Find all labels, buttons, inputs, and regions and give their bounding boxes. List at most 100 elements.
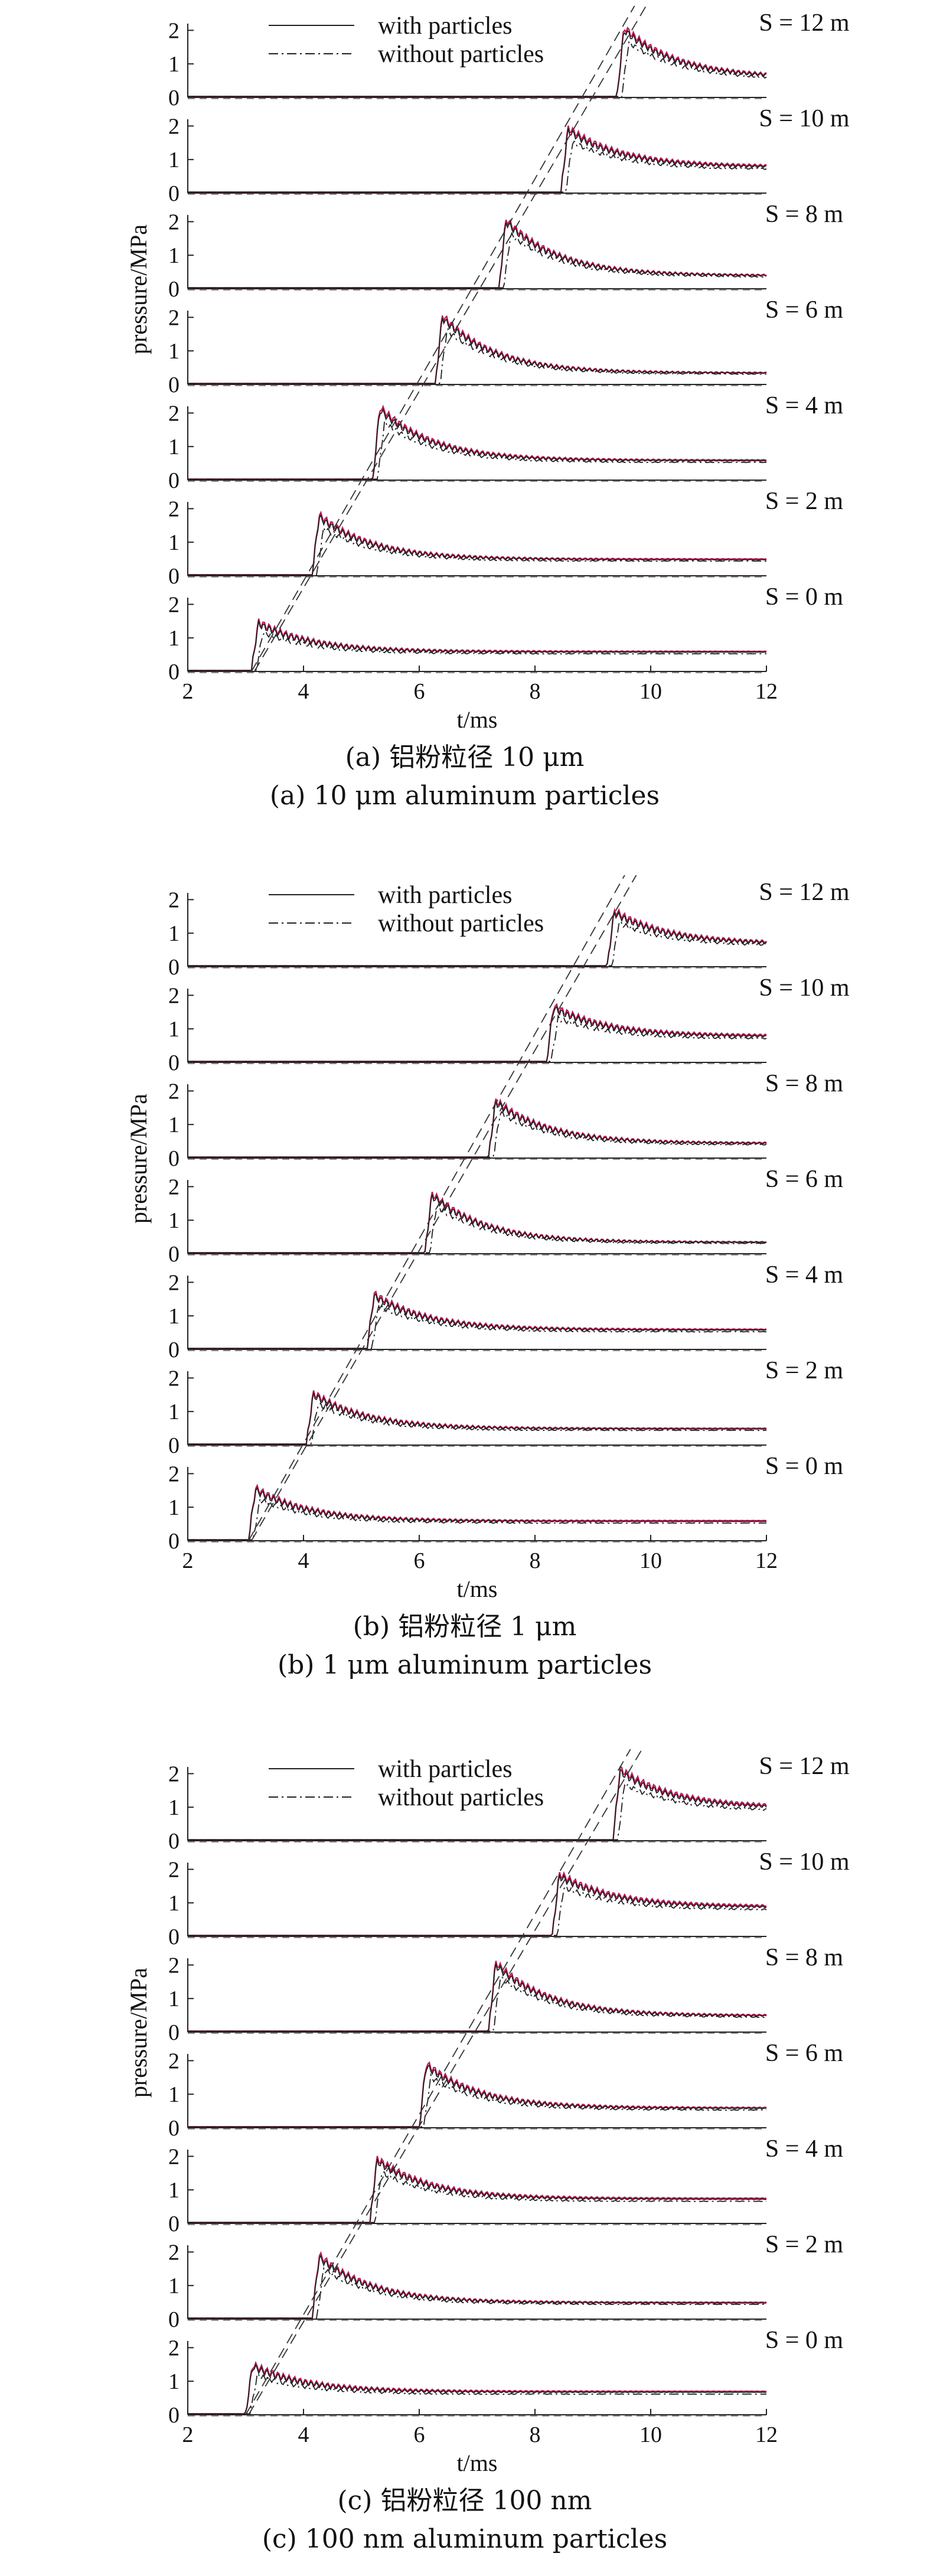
series-with-particles bbox=[188, 1392, 767, 1445]
y-tick-label: 0 bbox=[168, 1433, 180, 1458]
x-axis-label: t/ms bbox=[457, 1576, 498, 1602]
y-axis-label: pressure/MPa bbox=[125, 1968, 152, 2098]
station-label: S = 6 m bbox=[765, 1166, 844, 1193]
y-tick-label: 2 bbox=[168, 114, 180, 139]
y-tick-label: 2 bbox=[168, 1079, 180, 1104]
series-without-particles bbox=[188, 2171, 767, 2223]
station-row: 0 1 2 S = 8 m bbox=[168, 1944, 843, 2045]
legend-label: without particles bbox=[378, 1784, 544, 1811]
station-row: 0 1 2 S = 12 m bbox=[168, 1753, 850, 1854]
y-tick-label: 1 bbox=[168, 1987, 180, 2011]
series-with-particles-red bbox=[188, 510, 767, 578]
y-tick-label: 1 bbox=[168, 52, 180, 77]
station-label: S = 12 m bbox=[759, 1753, 850, 1780]
station-row: 0 1 2 S = 8 m bbox=[168, 1070, 843, 1171]
y-tick-label: 1 bbox=[168, 2178, 180, 2203]
series-without-particles bbox=[188, 920, 767, 967]
series-with-particles bbox=[188, 1101, 767, 1158]
station-row: 0 1 2 S = 6 m bbox=[168, 296, 843, 397]
station-label: S = 4 m bbox=[765, 2135, 844, 2163]
series-with-particles-red bbox=[188, 2156, 767, 2223]
station-row: 0 1 2 S = 4 m bbox=[168, 2135, 843, 2236]
station-label: S = 2 m bbox=[765, 1357, 844, 1384]
x-tick-label: 10 bbox=[639, 1548, 662, 1573]
station-label: S = 6 m bbox=[765, 296, 844, 324]
y-tick-label: 0 bbox=[168, 1925, 180, 1949]
y-tick-label: 0 bbox=[168, 2116, 180, 2141]
chart-panel-2: 012 S = 12 m 0 1 2 S = 10 m 012 S = 8 m 0 1 2 S = 6… bbox=[125, 875, 850, 1680]
x-tick-label: 6 bbox=[414, 679, 425, 704]
series-without-particles bbox=[188, 231, 767, 289]
series-with-particles bbox=[188, 408, 767, 480]
y-tick-label: 1 bbox=[168, 1304, 180, 1329]
y-tick-label: 1 bbox=[168, 243, 180, 268]
y-tick-label: 2 bbox=[168, 888, 180, 912]
station-label: S = 0 m bbox=[765, 583, 844, 611]
series-with-particles-red bbox=[188, 219, 767, 289]
y-tick-label: 0 bbox=[168, 660, 180, 684]
series-with-particles bbox=[188, 1293, 767, 1351]
y-tick-label: 0 bbox=[168, 2212, 180, 2236]
x-tick-label: 12 bbox=[755, 2422, 778, 2447]
series-without-particles bbox=[188, 2372, 767, 2415]
station-row: 0 1 2 S = 0 m bbox=[168, 583, 843, 684]
series-with-particles bbox=[188, 2064, 767, 2128]
series-with-particles bbox=[188, 2363, 767, 2415]
y-tick-label: 2 bbox=[168, 983, 180, 1008]
series-without-particles bbox=[188, 327, 767, 384]
series-with-particles-red bbox=[188, 2061, 767, 2128]
y-tick-label: 1 bbox=[168, 1495, 180, 1520]
y-tick-label: 1 bbox=[168, 2274, 180, 2298]
station-row: 0 1 2 S = 12 m bbox=[168, 879, 850, 980]
series-with-particles bbox=[188, 2158, 767, 2223]
series-with-particles bbox=[188, 222, 767, 289]
legend-label: with particles bbox=[378, 882, 512, 909]
series-with-particles bbox=[188, 1874, 767, 1936]
y-axis-label: pressure/MPa bbox=[125, 1094, 152, 1224]
x-tick-label: 8 bbox=[530, 679, 541, 704]
station-label: S = 4 m bbox=[765, 392, 844, 419]
x-tick-label: 2 bbox=[182, 1548, 194, 1573]
legend-label: with particles bbox=[378, 12, 512, 40]
series-with-particles-red bbox=[188, 1098, 767, 1158]
station-label: S = 10 m bbox=[759, 105, 850, 132]
y-tick-label: 0 bbox=[168, 1242, 180, 1267]
shock-trajectory-line bbox=[248, 875, 625, 1541]
y-tick-label: 1 bbox=[168, 2369, 180, 2394]
station-label: S = 2 m bbox=[765, 488, 844, 515]
legend-label: with particles bbox=[378, 1756, 512, 1783]
station-row: 0 1 2 S = 12 m bbox=[168, 9, 850, 110]
series-with-particles bbox=[188, 1194, 767, 1254]
y-tick-label: 2 bbox=[168, 210, 180, 234]
y-tick-label: 2 bbox=[168, 1175, 180, 1199]
shock-trajectory-line bbox=[245, 1749, 631, 2415]
series-without-particles bbox=[188, 1885, 767, 1936]
series-without-particles bbox=[188, 1205, 767, 1254]
series-without-particles bbox=[188, 2072, 767, 2128]
series-with-particles-red bbox=[188, 618, 767, 673]
y-tick-label: 0 bbox=[168, 373, 180, 397]
x-tick-label: 8 bbox=[530, 1548, 541, 1573]
station-row: 0 1 2 S = 10 m bbox=[168, 1848, 850, 1949]
y-tick-label: 2 bbox=[168, 305, 180, 330]
y-tick-label: 1 bbox=[168, 1017, 180, 1042]
station-row: 0 1 2 S = 0 m bbox=[168, 2327, 843, 2428]
y-tick-label: 1 bbox=[168, 339, 180, 364]
y-tick-label: 1 bbox=[168, 1400, 180, 1424]
y-axis-label: pressure/MPa bbox=[125, 224, 152, 354]
y-tick-label: 1 bbox=[168, 530, 180, 555]
station-label: S = 8 m bbox=[765, 1944, 844, 1971]
legend-label: without particles bbox=[378, 41, 544, 68]
y-tick-label: 1 bbox=[168, 2082, 180, 2107]
station-label: S = 10 m bbox=[759, 974, 850, 1002]
y-tick-label: 2 bbox=[168, 2049, 180, 2073]
x-tick-label: 8 bbox=[530, 2422, 541, 2447]
station-row: 0 1 2 S = 0 m bbox=[168, 1453, 843, 1554]
caption-english: (c) 100 nm aluminum particles bbox=[262, 2524, 667, 2554]
y-tick-label: 0 bbox=[168, 2020, 180, 2045]
series-with-particles-red bbox=[188, 1003, 767, 1063]
series-without-particles bbox=[188, 2266, 767, 2319]
shock-trajectory-line bbox=[253, 5, 647, 672]
